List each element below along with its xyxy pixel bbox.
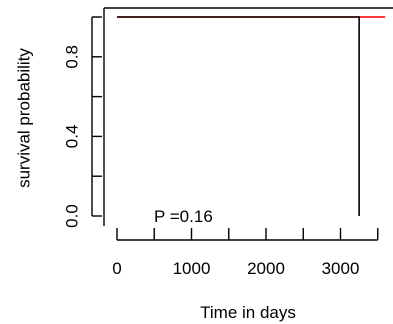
- x-tick-label: 3000: [322, 259, 360, 278]
- y-tick-label: 0.0: [63, 204, 82, 228]
- x-axis: 0 1000 2000 3000: [112, 228, 379, 278]
- x-tick-label: 1000: [173, 259, 211, 278]
- y-axis-title: survival probability: [15, 48, 34, 188]
- series-layer: [117, 16, 386, 216]
- y-tick-label: 0.4: [63, 125, 82, 149]
- y-axis: 0.0 0.4 0.8: [63, 16, 102, 228]
- survival-curve: [117, 16, 360, 216]
- x-axis-title: Time in days: [200, 303, 296, 322]
- y-tick-label: 0.8: [63, 45, 82, 69]
- plot-frame: [103, 7, 393, 226]
- x-tick-label: 2000: [247, 259, 285, 278]
- p-value-annotation: P =0.16: [154, 207, 213, 226]
- x-tick-label: 0: [112, 259, 121, 278]
